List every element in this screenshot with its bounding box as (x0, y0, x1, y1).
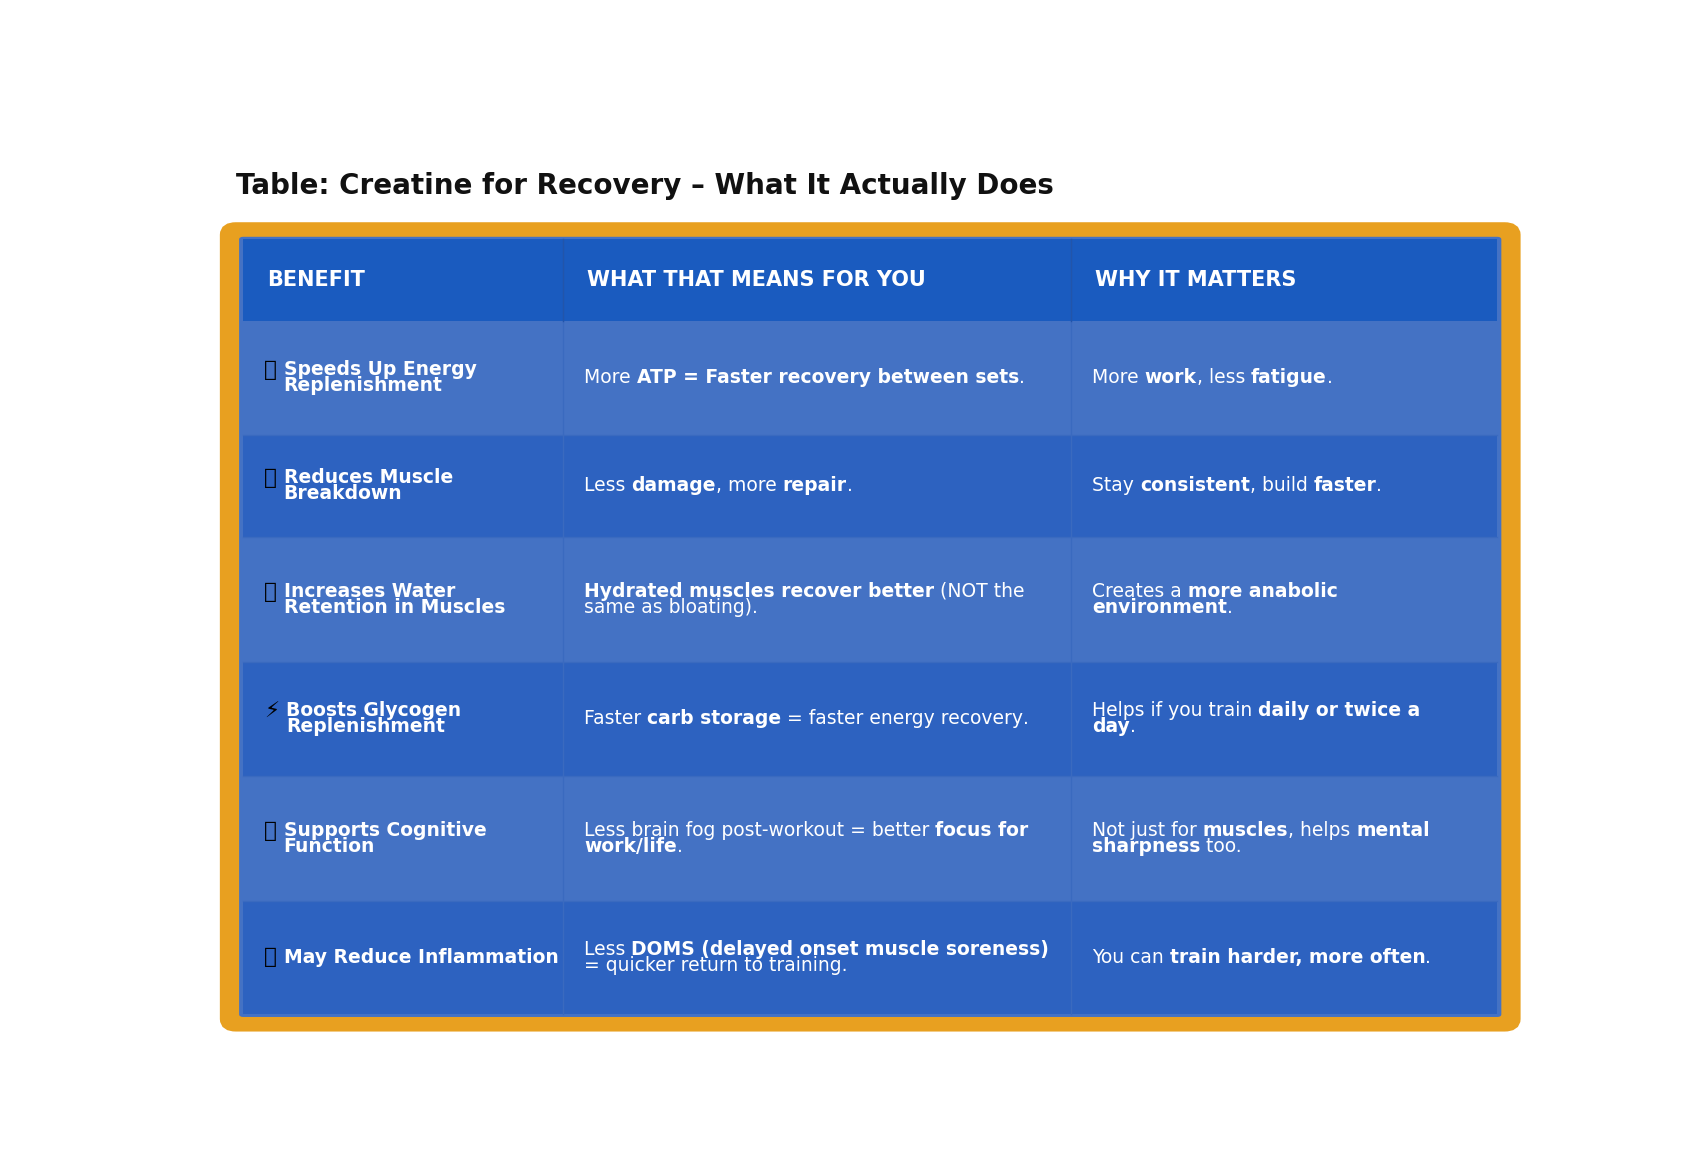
Text: Boosts Glycogen: Boosts Glycogen (285, 701, 460, 721)
FancyBboxPatch shape (243, 901, 1498, 1014)
Text: daily or twice a: daily or twice a (1258, 701, 1421, 721)
Text: WHAT THAT MEANS FOR YOU: WHAT THAT MEANS FOR YOU (586, 270, 925, 290)
FancyBboxPatch shape (243, 662, 1498, 776)
Text: work/life: work/life (584, 837, 678, 855)
Text: 🚀: 🚀 (265, 360, 277, 380)
Text: carb storage: carb storage (647, 709, 781, 728)
Text: work: work (1144, 369, 1197, 387)
Text: Replenishment: Replenishment (285, 717, 445, 736)
FancyBboxPatch shape (243, 434, 1498, 537)
Text: .: . (1024, 709, 1029, 728)
Text: Table: Creatine for Recovery – What It Actually Does: Table: Creatine for Recovery – What It A… (236, 172, 1054, 200)
Text: Less brain fog post-workout = better: Less brain fog post-workout = better (584, 820, 936, 840)
Text: .: . (1426, 948, 1431, 966)
Text: muscles: muscles (1202, 820, 1289, 840)
Text: (NOT the: (NOT the (934, 581, 1024, 601)
Text: train harder, more often: train harder, more often (1170, 948, 1426, 966)
Text: 🔥: 🔥 (265, 468, 277, 488)
Text: .: . (1019, 369, 1024, 387)
Text: Replenishment: Replenishment (284, 377, 443, 395)
Text: Retention in Muscles: Retention in Muscles (284, 598, 504, 617)
Text: = quicker return to training.: = quicker return to training. (584, 956, 847, 975)
Text: damage: damage (632, 476, 717, 495)
Text: 🧠: 🧠 (265, 821, 277, 841)
FancyBboxPatch shape (226, 228, 1515, 1026)
Text: too.: too. (1200, 837, 1241, 855)
Text: consistent: consistent (1139, 476, 1250, 495)
Text: Creates a: Creates a (1092, 581, 1187, 601)
Text: .: . (1377, 476, 1382, 495)
Text: .: . (1228, 598, 1233, 617)
Text: Stay: Stay (1092, 476, 1139, 495)
FancyBboxPatch shape (243, 240, 1498, 321)
Text: Increases Water: Increases Water (284, 581, 455, 601)
Text: , less: , less (1197, 369, 1251, 387)
Text: Less: Less (584, 476, 632, 495)
Text: repair: repair (783, 476, 847, 495)
Text: Breakdown: Breakdown (284, 484, 402, 503)
Text: Faster: Faster (584, 709, 647, 728)
Text: , build: , build (1250, 476, 1314, 495)
FancyBboxPatch shape (243, 321, 1498, 434)
Text: Less: Less (584, 940, 632, 959)
FancyBboxPatch shape (243, 537, 1498, 662)
Text: Hydrated muscles recover better: Hydrated muscles recover better (584, 581, 934, 601)
Text: fatigue: fatigue (1251, 369, 1326, 387)
Text: same as bloating).: same as bloating). (584, 598, 757, 617)
Text: More: More (584, 369, 637, 387)
Text: You can: You can (1092, 948, 1170, 966)
Text: .: . (678, 837, 683, 855)
Text: Helps if you train: Helps if you train (1092, 701, 1258, 721)
Text: WHY IT MATTERS: WHY IT MATTERS (1095, 270, 1296, 290)
Text: Reduces Muscle: Reduces Muscle (284, 468, 453, 487)
Text: BENEFIT: BENEFIT (267, 270, 365, 290)
Text: focus for: focus for (936, 820, 1029, 840)
Text: day: day (1092, 717, 1129, 736)
Text: .: . (847, 476, 852, 495)
Text: , more: , more (717, 476, 783, 495)
Text: = faster energy recovery: = faster energy recovery (781, 709, 1024, 728)
Text: Function: Function (284, 837, 375, 855)
Text: environment: environment (1092, 598, 1228, 617)
Text: 🔴: 🔴 (265, 948, 277, 968)
Text: more anabolic: more anabolic (1187, 581, 1338, 601)
Text: , helps: , helps (1289, 820, 1357, 840)
Text: Not just for: Not just for (1092, 820, 1202, 840)
Text: 💧: 💧 (265, 583, 277, 603)
Text: Speeds Up Energy: Speeds Up Energy (284, 360, 477, 379)
Text: ATP = Faster recovery between sets: ATP = Faster recovery between sets (637, 369, 1019, 387)
Text: .: . (1326, 369, 1333, 387)
FancyBboxPatch shape (243, 776, 1498, 901)
Text: Supports Cognitive: Supports Cognitive (284, 820, 486, 840)
Text: More: More (1092, 369, 1144, 387)
Text: sharpness: sharpness (1092, 837, 1200, 855)
Text: mental: mental (1357, 820, 1430, 840)
Text: .: . (1129, 717, 1136, 736)
Text: faster: faster (1314, 476, 1377, 495)
Text: May Reduce Inflammation: May Reduce Inflammation (284, 948, 559, 966)
Text: ⚡: ⚡ (265, 702, 278, 722)
Text: DOMS (delayed onset muscle soreness): DOMS (delayed onset muscle soreness) (632, 940, 1049, 959)
FancyBboxPatch shape (239, 236, 1501, 1017)
